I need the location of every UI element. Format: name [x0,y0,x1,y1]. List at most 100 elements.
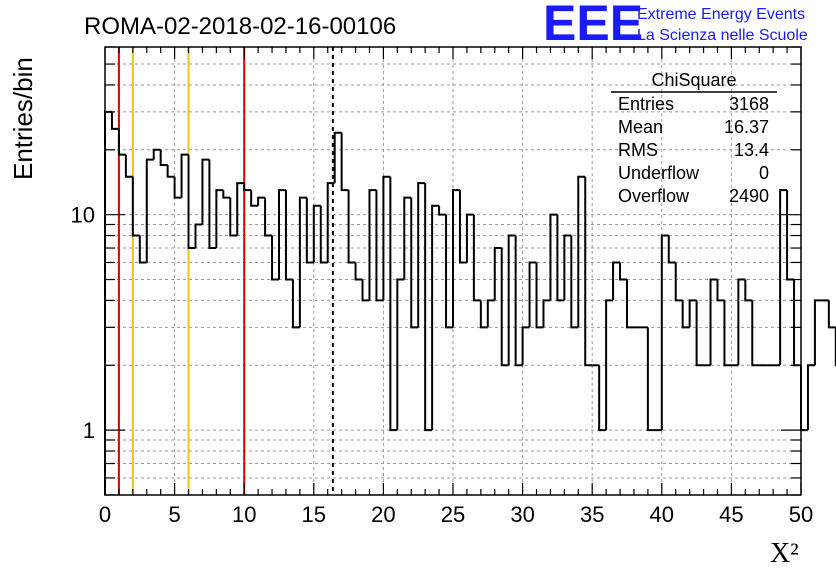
stats-value-rms: 13.4 [734,140,769,160]
stats-label-entries: Entries [618,94,674,114]
histogram-bin [458,190,467,264]
histogram [104,110,836,495]
histogram-bin [612,261,621,301]
histogram-bin [326,182,335,263]
histogram-bin [417,182,426,328]
histogram-bin [131,176,140,237]
histogram-bin [737,278,746,366]
histogram-bin [681,300,690,329]
histogram-bin [514,235,523,367]
histogram-bin [145,158,154,263]
histogram-bin [493,247,502,301]
stats-label-underflow: Underflow [618,163,700,183]
x-tick-label: 10 [232,502,256,527]
histogram-bin [619,262,627,281]
histogram-bin [500,248,509,367]
histogram-bin [570,235,579,329]
histogram-bin [319,205,328,264]
x-tick-label: 5 [168,502,180,527]
eee-logo-line2: La Scienza nelle Scuole [637,27,808,44]
histogram-bin [187,154,196,250]
histogram-bin [424,183,433,432]
stats-value-mean: 16.37 [724,117,769,137]
stats-label-mean: Mean [618,117,663,137]
histogram-bin [208,159,217,250]
stats-label-rms: RMS [618,140,658,160]
histogram-bin [236,182,245,236]
histogram-bin [445,214,453,329]
stats-value-underflow: 0 [759,163,769,183]
histogram-bin [479,300,488,329]
histogram-bin [117,128,126,156]
x-axis-title: X² [770,538,799,569]
x-tick-label: 40 [650,502,674,527]
histogram-bin [410,197,419,329]
x-tick-label: 15 [302,502,326,527]
stats-box: ChiSquare Entries 3168 Mean 16.37 RMS 13… [611,70,777,206]
histogram-bin [806,364,815,431]
histogram-bin [347,190,356,264]
histogram-bin [535,262,544,329]
histogram-bin [305,197,314,264]
histogram-bin [229,197,238,237]
histogram-bin [793,279,801,367]
histogram-bin [138,235,147,264]
histogram-bin [152,148,161,160]
histogram-bin [542,299,551,328]
histogram-bin [695,300,704,367]
histogram-bin [674,262,683,302]
histogram-bin [472,214,481,302]
reference-lines [117,47,334,495]
histogram-bin [800,365,808,432]
histogram-bin [271,235,279,281]
histogram-bin [354,262,363,281]
histogram-bin [298,196,307,328]
histogram-bin [264,197,273,237]
histogram-bin [243,183,252,192]
histogram-bin [486,299,495,328]
x-tick-label: 20 [371,502,395,527]
stats-label-overflow: Overflow [618,186,690,206]
histogram-bin [222,190,231,199]
histogram-bin [431,204,440,431]
x-tick-label: 45 [719,502,743,527]
histogram-bin [257,196,266,206]
histogram-bin [688,299,697,328]
histogram-bin [166,165,175,178]
histogram-bin [215,189,224,249]
eee-logo-line1: Extreme Energy Events [637,6,805,23]
axis-ticks: 0 5 10 15 20 25 30 35 40 45 50 1 10 [71,46,813,527]
histogram-bin [660,234,669,431]
histogram-bin [709,278,718,366]
histogram-bin [667,235,676,264]
histogram-bin [507,234,516,366]
histogram-bin [110,111,119,130]
eee-logo: EEE [543,0,643,51]
histogram-bin [173,176,182,199]
y-axis-title: Entries/bin [8,57,38,180]
run-title: ROMA-02-2018-02-16-00106 [84,13,396,40]
histogram-bin [396,278,405,431]
histogram-bin [556,214,565,302]
stats-value-entries: 3168 [729,94,769,114]
x-tick-label: 0 [99,502,111,527]
histogram-bin [452,189,460,328]
histogram-bin [779,189,788,366]
histogram-bin [375,190,384,302]
y-tick-label: 1 [83,418,95,443]
histogram-bin [598,365,607,432]
histogram-bin [389,176,398,432]
histogram-bin [180,153,189,198]
histogram-bin [438,205,447,216]
x-tick-label: 35 [580,502,604,527]
histogram-bin [124,154,133,178]
histogram-bin [716,279,725,302]
histogram-bin [584,176,593,367]
x-tick-label: 30 [510,502,534,527]
histogram-bin [786,190,795,281]
histogram-bin [291,279,300,329]
histogram-bin [312,204,321,263]
histogram-bin [528,261,537,328]
histogram-bin [626,279,634,329]
